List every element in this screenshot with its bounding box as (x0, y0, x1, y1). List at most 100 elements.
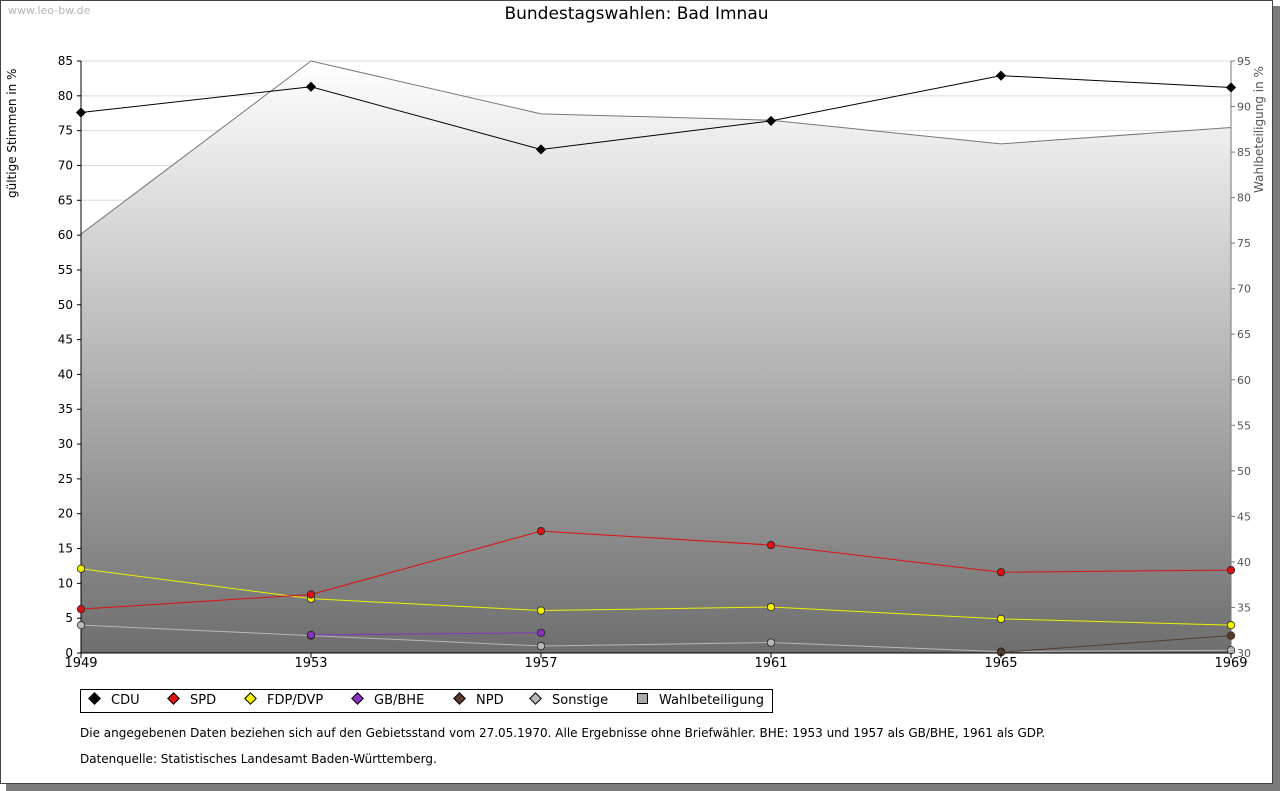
y-tick-label: 60 (58, 228, 73, 242)
legend: CDU SPD FDP/DVP GB/BHE NPD Sonstige Wahl… (80, 689, 773, 713)
data-point-sonstige (536, 641, 546, 651)
series-line-spd (80, 530, 1232, 610)
frame-shadow-bottom (6, 784, 1280, 791)
data-point-spd (1226, 566, 1236, 575)
legend-item-spd: SPD (167, 690, 217, 712)
data-point-fdp-dvp (536, 606, 546, 615)
legend-label-sonstige: Sonstige (552, 693, 609, 708)
legend-marker-fdp (244, 692, 257, 705)
y-tick-label: 5 (65, 611, 73, 625)
footnote-gebietsstand: Die angegebenen Daten beziehen sich auf … (80, 726, 1046, 740)
legend-item-sonstige: Sonstige (529, 690, 609, 712)
y-tick-label: 75 (58, 124, 73, 138)
legend-label-wahlbeteiligung: Wahlbeteiligung (659, 693, 765, 708)
legend-label-npd: NPD (476, 693, 504, 708)
data-point-cdu (75, 107, 87, 118)
y2-tick-label: 35 (1237, 601, 1251, 614)
data-point-spd (766, 540, 776, 550)
series-line-gb-bhe (310, 632, 542, 636)
data-point-fdp-dvp (766, 602, 776, 612)
data-point-fdp-dvp (1226, 621, 1236, 630)
legend-label-gbbhe: GB/BHE (374, 693, 425, 708)
y-tick-label: 0 (65, 646, 73, 660)
y2-tick-label: 60 (1237, 374, 1251, 387)
data-point-gb-bhe (536, 628, 546, 637)
y-tick-label: 70 (58, 158, 73, 172)
data-point-npd (1226, 631, 1236, 640)
data-point-spd (536, 527, 546, 536)
legend-label-fdp: FDP/DVP (267, 693, 324, 708)
legend-label-spd: SPD (190, 693, 217, 708)
y2-tick-label: 95 (1237, 55, 1251, 68)
x-tick-label: 1965 (984, 656, 1017, 671)
series-line-sonstige (80, 624, 1232, 653)
legend-marker-spd (167, 692, 180, 705)
site-label: www.leo-bw.de (8, 4, 91, 17)
y2-tick-label: 85 (1237, 146, 1251, 159)
x-tick-label: 1961 (754, 656, 787, 671)
legend-item-gbbhe: GB/BHE (351, 690, 425, 712)
chart-title: Bundestagswahlen: Bad Imnau (504, 4, 769, 24)
data-point-cdu (305, 81, 317, 92)
data-point-gb-bhe (306, 630, 316, 639)
y-tick-label: 55 (58, 263, 73, 277)
y-tick-label: 40 (58, 367, 73, 381)
y-tick-label: 25 (58, 472, 73, 486)
footnote-datenquelle: Datenquelle: Statistisches Landesamt Bad… (80, 752, 437, 766)
y-tick-label: 10 (58, 576, 73, 590)
y-tick-label: 35 (58, 402, 73, 416)
legend-marker-npd (453, 692, 466, 705)
data-point-sonstige (76, 621, 86, 630)
y-tick-label: 80 (58, 89, 73, 103)
turnout-area (81, 61, 1231, 653)
y-tick-label: 65 (58, 193, 73, 207)
legend-item-wahlbeteiligung: Wahlbeteiligung (637, 690, 764, 712)
legend-item-npd: NPD (453, 690, 504, 712)
data-point-cdu (535, 144, 547, 155)
data-point-cdu (995, 70, 1007, 81)
y2-tick-label: 40 (1237, 556, 1251, 569)
y2-tick-label: 90 (1237, 101, 1251, 114)
legend-item-cdu: CDU (88, 690, 140, 712)
data-point-cdu (1225, 82, 1237, 93)
y2-tick-label: 50 (1237, 465, 1251, 478)
y2-tick-label: 45 (1237, 510, 1251, 523)
y2-tick-label: 70 (1237, 283, 1251, 296)
y2-axis-label: Wahlbeteiligung in % (1252, 66, 1266, 193)
data-point-spd (76, 605, 86, 614)
y2-tick-label: 75 (1237, 237, 1251, 250)
x-tick-label: 1969 (1214, 656, 1247, 671)
data-point-fdp-dvp (996, 614, 1006, 623)
y-tick-label: 85 (58, 54, 73, 68)
legend-marker-wahlbeteiligung (637, 693, 648, 704)
y2-tick-label: 55 (1237, 419, 1251, 432)
legend-marker-sonstige (529, 692, 542, 705)
turnout-line (80, 60, 1232, 235)
legend-label-cdu: CDU (111, 693, 140, 708)
y2-tick-label: 65 (1237, 328, 1251, 341)
frame-shadow-right (1273, 6, 1280, 791)
data-point-spd (996, 568, 1006, 577)
y-tick-label: 15 (58, 542, 73, 556)
legend-marker-cdu (88, 692, 101, 705)
data-point-spd (306, 590, 316, 599)
series-line-cdu (80, 75, 1232, 150)
y-tick-label: 50 (58, 298, 73, 312)
y-axis-label: gültige Stimmen in % (5, 68, 19, 198)
legend-marker-gbbhe (351, 692, 364, 705)
y-tick-label: 45 (58, 333, 73, 347)
y-tick-label: 20 (58, 507, 73, 521)
data-point-cdu (765, 115, 777, 126)
series-line-npd (1000, 635, 1232, 653)
y2-tick-label: 30 (1237, 647, 1251, 660)
x-tick-label: 1949 (64, 656, 97, 671)
data-point-fdp-dvp (76, 564, 86, 573)
x-tick-label: 1953 (294, 656, 327, 671)
y-tick-label: 30 (58, 437, 73, 451)
y2-tick-label: 80 (1237, 192, 1251, 205)
series-line-fdp-dvp (80, 568, 1232, 626)
legend-item-fdp: FDP/DVP (244, 690, 324, 712)
data-point-sonstige (766, 638, 776, 647)
x-tick-label: 1957 (524, 656, 557, 671)
